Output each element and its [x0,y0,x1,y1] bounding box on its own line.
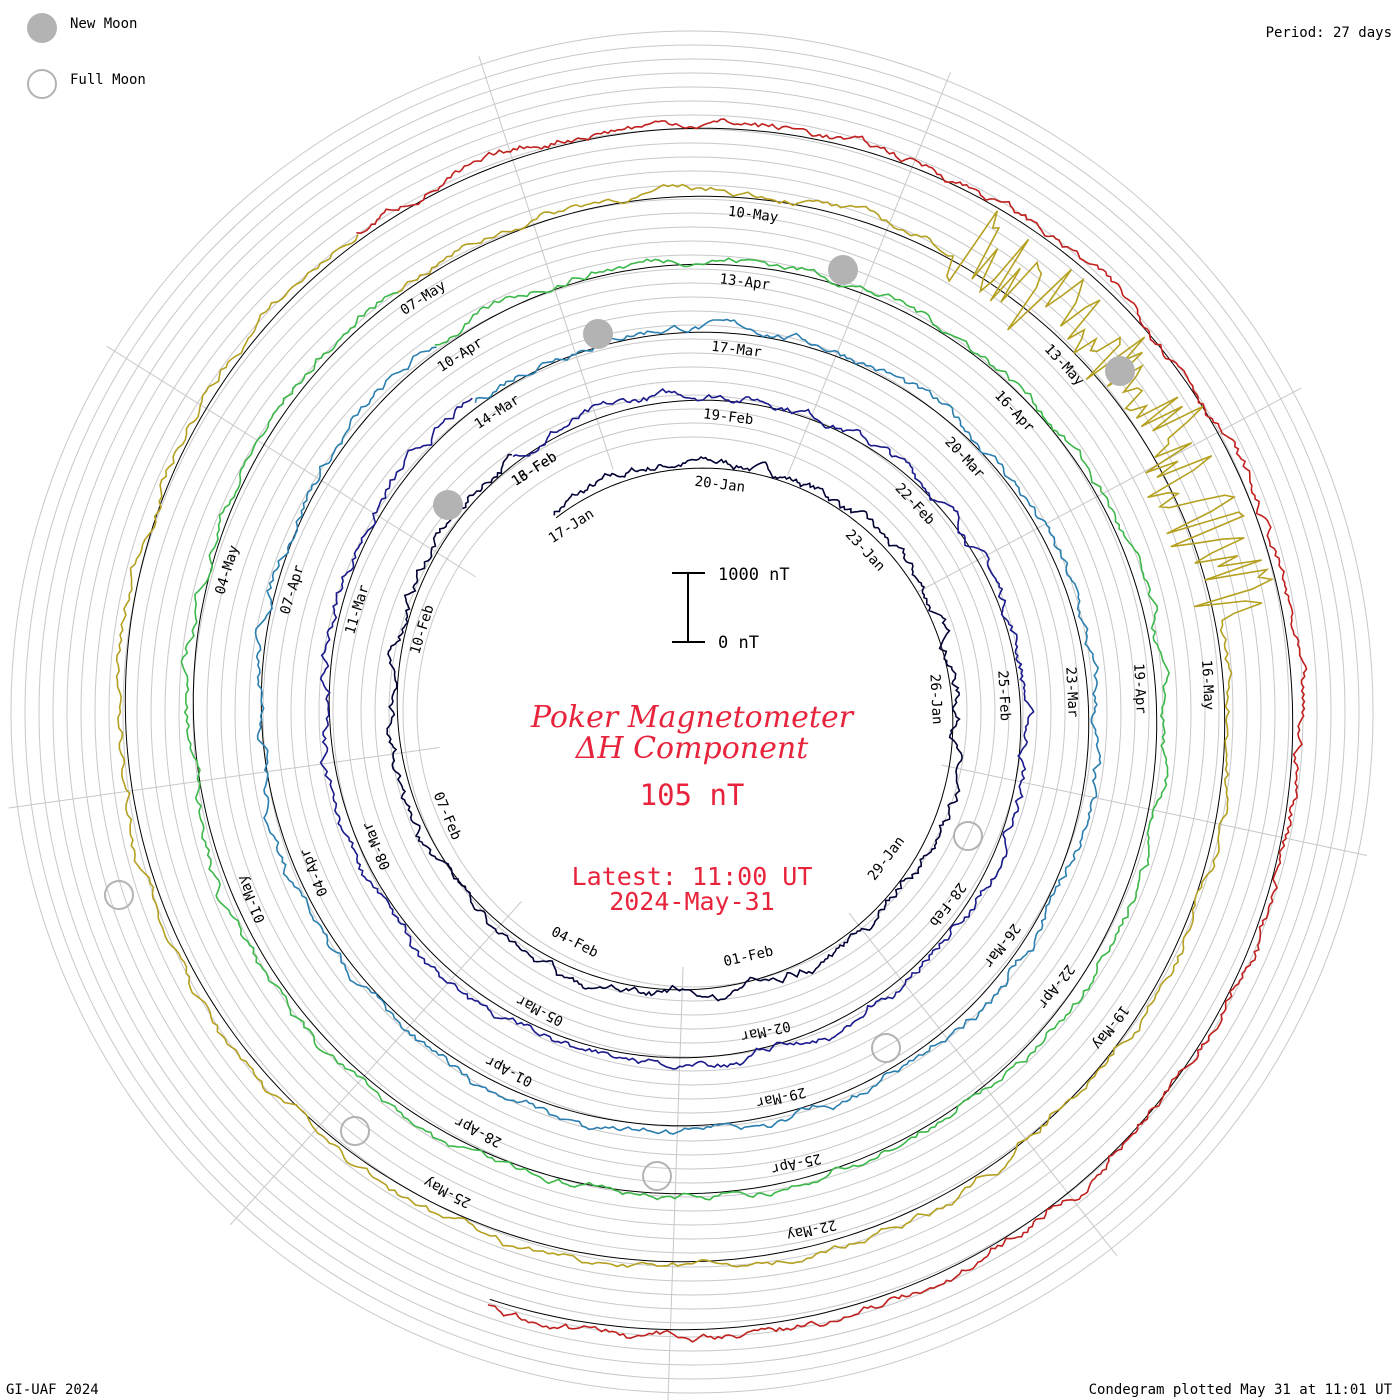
scale-top-label: 1000 nT [718,565,790,585]
date-label: 29-Mar [754,1084,807,1111]
date-label: 19-Apr [1130,663,1149,714]
latest-date: 2024-May-31 [609,887,775,916]
new-moon-marker [828,255,858,285]
trace-rotation-1 [386,453,963,1002]
date-label: 02-Mar [739,1017,792,1044]
grid-spoke [916,387,1302,593]
trace-rotation-4 [180,257,1171,1201]
date-label: 26-Jan [926,674,945,725]
grid-circle [136,156,1248,1268]
date-label: 01-Feb [722,943,775,970]
grid-spoke [848,912,1118,1257]
grid-circle [262,282,1122,1142]
current-value: 105 nT [640,778,745,812]
grid-circle [38,58,1346,1366]
grid-spoke [106,345,477,578]
new-moon-marker [1105,356,1135,386]
date-label: 23-Mar [1062,666,1081,717]
date-label: 04-Feb [548,924,600,961]
latest-time: Latest: 11:00 UT [572,862,813,891]
grid-spoke [8,746,440,809]
full-moon-marker [642,1161,672,1191]
date-label: 10-Feb [407,603,437,656]
date-label: 25-Feb [994,670,1013,721]
date-label: 16-May [1198,659,1217,710]
grid-circle [276,296,1108,1128]
new-moon-marker [433,490,463,520]
chart-title: Poker Magnetometer [530,700,855,735]
grid-circle [24,44,1360,1380]
grid-circle [206,226,1178,1198]
grid-spoke [478,55,614,470]
new-moon-legend-label: New Moon [70,16,137,32]
date-label: 23-Jan [842,527,888,575]
grid-circle [108,128,1276,1296]
date-label: 10-May [727,204,779,226]
trace-rotation-3 [254,318,1102,1135]
grid-circle [122,142,1262,1282]
date-label: 22-May [785,1216,838,1243]
grid-circle [10,30,1374,1394]
grid-circle [360,380,1024,1044]
grid-circle [402,422,982,1002]
date-label: 28-Apr [452,1113,504,1150]
new-moon-legend-icon [27,13,57,43]
date-label: 22-Apr [1034,961,1077,1011]
grid-circle [388,408,996,1016]
full-moon-marker [340,1116,370,1146]
grid-spoke [787,72,951,476]
date-label: 10-Apr [435,335,486,376]
grid-circle [94,114,1290,1310]
full-moon-marker [871,1033,901,1063]
date-label: 07-Feb [430,790,464,843]
scale-bottom-label: 0 nT [718,633,759,653]
date-label: 26-Mar [980,920,1023,970]
grid-circle [346,366,1038,1058]
grid-circle [290,310,1094,1114]
grid-circle [234,254,1150,1170]
date-label: 07-Apr [277,563,307,616]
grid-circle [374,394,1010,1030]
trace-rotation-2 [319,388,1035,1070]
grid-circle [150,170,1234,1254]
period-label: Period: 27 days [1266,25,1392,41]
footer-plot-time: Condegram plotted May 31 at 11:01 UT [1089,1382,1393,1398]
footer-credit: GI-UAF 2024 [6,1382,99,1398]
grid-circles [10,30,1374,1394]
scale-bar [672,572,705,643]
date-label: 20-Jan [694,474,746,496]
trace-rotation-6 [356,118,1308,1343]
full-moon-marker [953,821,983,851]
moon-markers [104,255,1135,1191]
date-label: 01-Apr [483,1052,535,1089]
grid-circle [248,268,1136,1156]
grid-spoke [229,901,522,1226]
date-label: 25-Apr [770,1150,823,1177]
date-label: 01-May [235,872,269,925]
date-label: 29-Jan [865,834,908,884]
data-traces [115,118,1308,1343]
date-label: 13-Apr [719,271,771,293]
chart-subtitle: ΔH Component [575,731,809,766]
grid-circle [178,198,1206,1226]
grid-circle [164,184,1220,1240]
grid-circle [66,86,1318,1338]
grid-circle [416,436,968,988]
full-moon-marker [104,880,134,910]
trace-rotation-5 [115,183,1275,1268]
grid-circle [318,338,1066,1086]
full-moon-legend-icon [27,69,57,99]
grid-circle [332,352,1052,1072]
full-moon-legend-label: Full Moon [70,72,146,88]
grid-circle [52,72,1332,1352]
date-label: 19-Feb [702,406,754,428]
date-label: 17-Mar [710,339,762,361]
date-label: 17-Jan [546,506,597,547]
new-moon-marker [583,319,613,349]
grid-circle [304,324,1080,1100]
date-label: 11-Mar [342,583,372,636]
date-label: 20-Mar [941,434,987,482]
grid-spoke [941,764,1368,856]
